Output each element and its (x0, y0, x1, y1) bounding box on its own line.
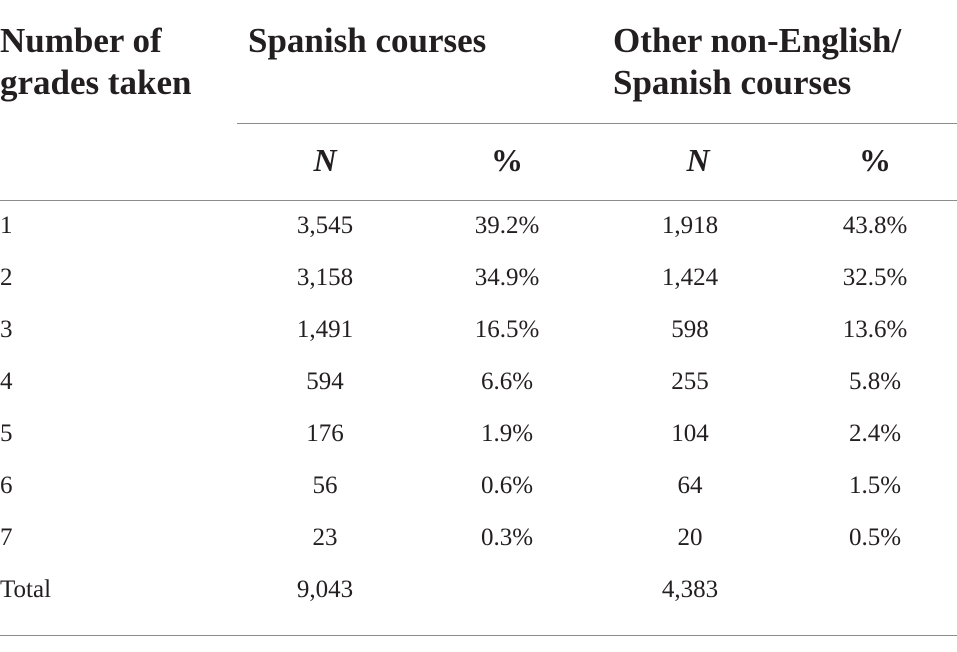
spanish-n-cell: 1,491 (296, 316, 354, 343)
other-n-cell: 1,918 (661, 212, 719, 239)
row-label: 5 (0, 420, 13, 447)
row-label-header-line2: grades taken (0, 63, 192, 102)
other-pct-cell: 13.6% (842, 316, 908, 343)
row-label: 4 (0, 368, 13, 395)
other-pct-cell: 32.5% (842, 264, 908, 291)
spanish-pct-cell: 16.5% (474, 316, 540, 343)
row-label: 7 (0, 524, 13, 551)
spanish-n-cell: 56 (312, 472, 338, 499)
other-n-cell: 64 (677, 472, 703, 499)
other-n-cell: 104 (671, 420, 709, 447)
other-pct-cell: 5.8% (848, 368, 902, 395)
group-header-rule (237, 123, 957, 124)
spanish-pct-cell: 6.6% (480, 368, 534, 395)
spanish-n-cell: 9,043 (296, 576, 354, 603)
other-pct-header: % (859, 142, 891, 178)
other-pct-cell: 0.5% (848, 524, 902, 551)
row-label: 1 (0, 212, 13, 239)
spanish-n-cell: 3,158 (296, 264, 354, 291)
other-n-cell: 255 (671, 368, 709, 395)
other-n-cell: 4,383 (661, 576, 719, 603)
other-n-cell: 1,424 (661, 264, 719, 291)
spanish-n-cell: 594 (306, 368, 344, 395)
row-label: 3 (0, 316, 13, 343)
other-n-cell: 598 (671, 316, 709, 343)
row-label-header: Number of grades taken (0, 20, 192, 104)
other-pct-cell: 1.5% (848, 472, 902, 499)
subheader-rule (0, 200, 957, 201)
other-n-header: N (686, 142, 710, 178)
spanish-pct-cell: 0.6% (480, 472, 534, 499)
row-label: Total (0, 576, 52, 603)
row-label-header-line1: Number of (0, 21, 162, 60)
other-pct-cell: 43.8% (842, 212, 908, 239)
spanish-pct-cell: 34.9% (474, 264, 540, 291)
row-label: 6 (0, 472, 13, 499)
table-bottom-rule (0, 635, 957, 636)
spanish-courses-header: Spanish courses (248, 21, 487, 60)
spanish-pct-cell: 0.3% (480, 524, 534, 551)
other-courses-header-line2: Spanish courses (613, 63, 852, 102)
row-label: 2 (0, 264, 13, 291)
spanish-pct-cell: 1.9% (480, 420, 534, 447)
spanish-n-cell: 176 (306, 420, 344, 447)
other-pct-cell: 2.4% (848, 420, 902, 447)
spanish-n-header: N (313, 142, 337, 178)
spanish-pct-cell: 39.2% (474, 212, 540, 239)
other-n-cell: 20 (677, 524, 703, 551)
other-courses-header-line1: Other non-English/ (613, 21, 902, 60)
spanish-n-cell: 23 (312, 524, 338, 551)
spanish-n-cell: 3,545 (296, 212, 354, 239)
other-courses-header: Other non-English/ Spanish courses (613, 20, 901, 104)
spanish-pct-header: % (491, 142, 523, 178)
